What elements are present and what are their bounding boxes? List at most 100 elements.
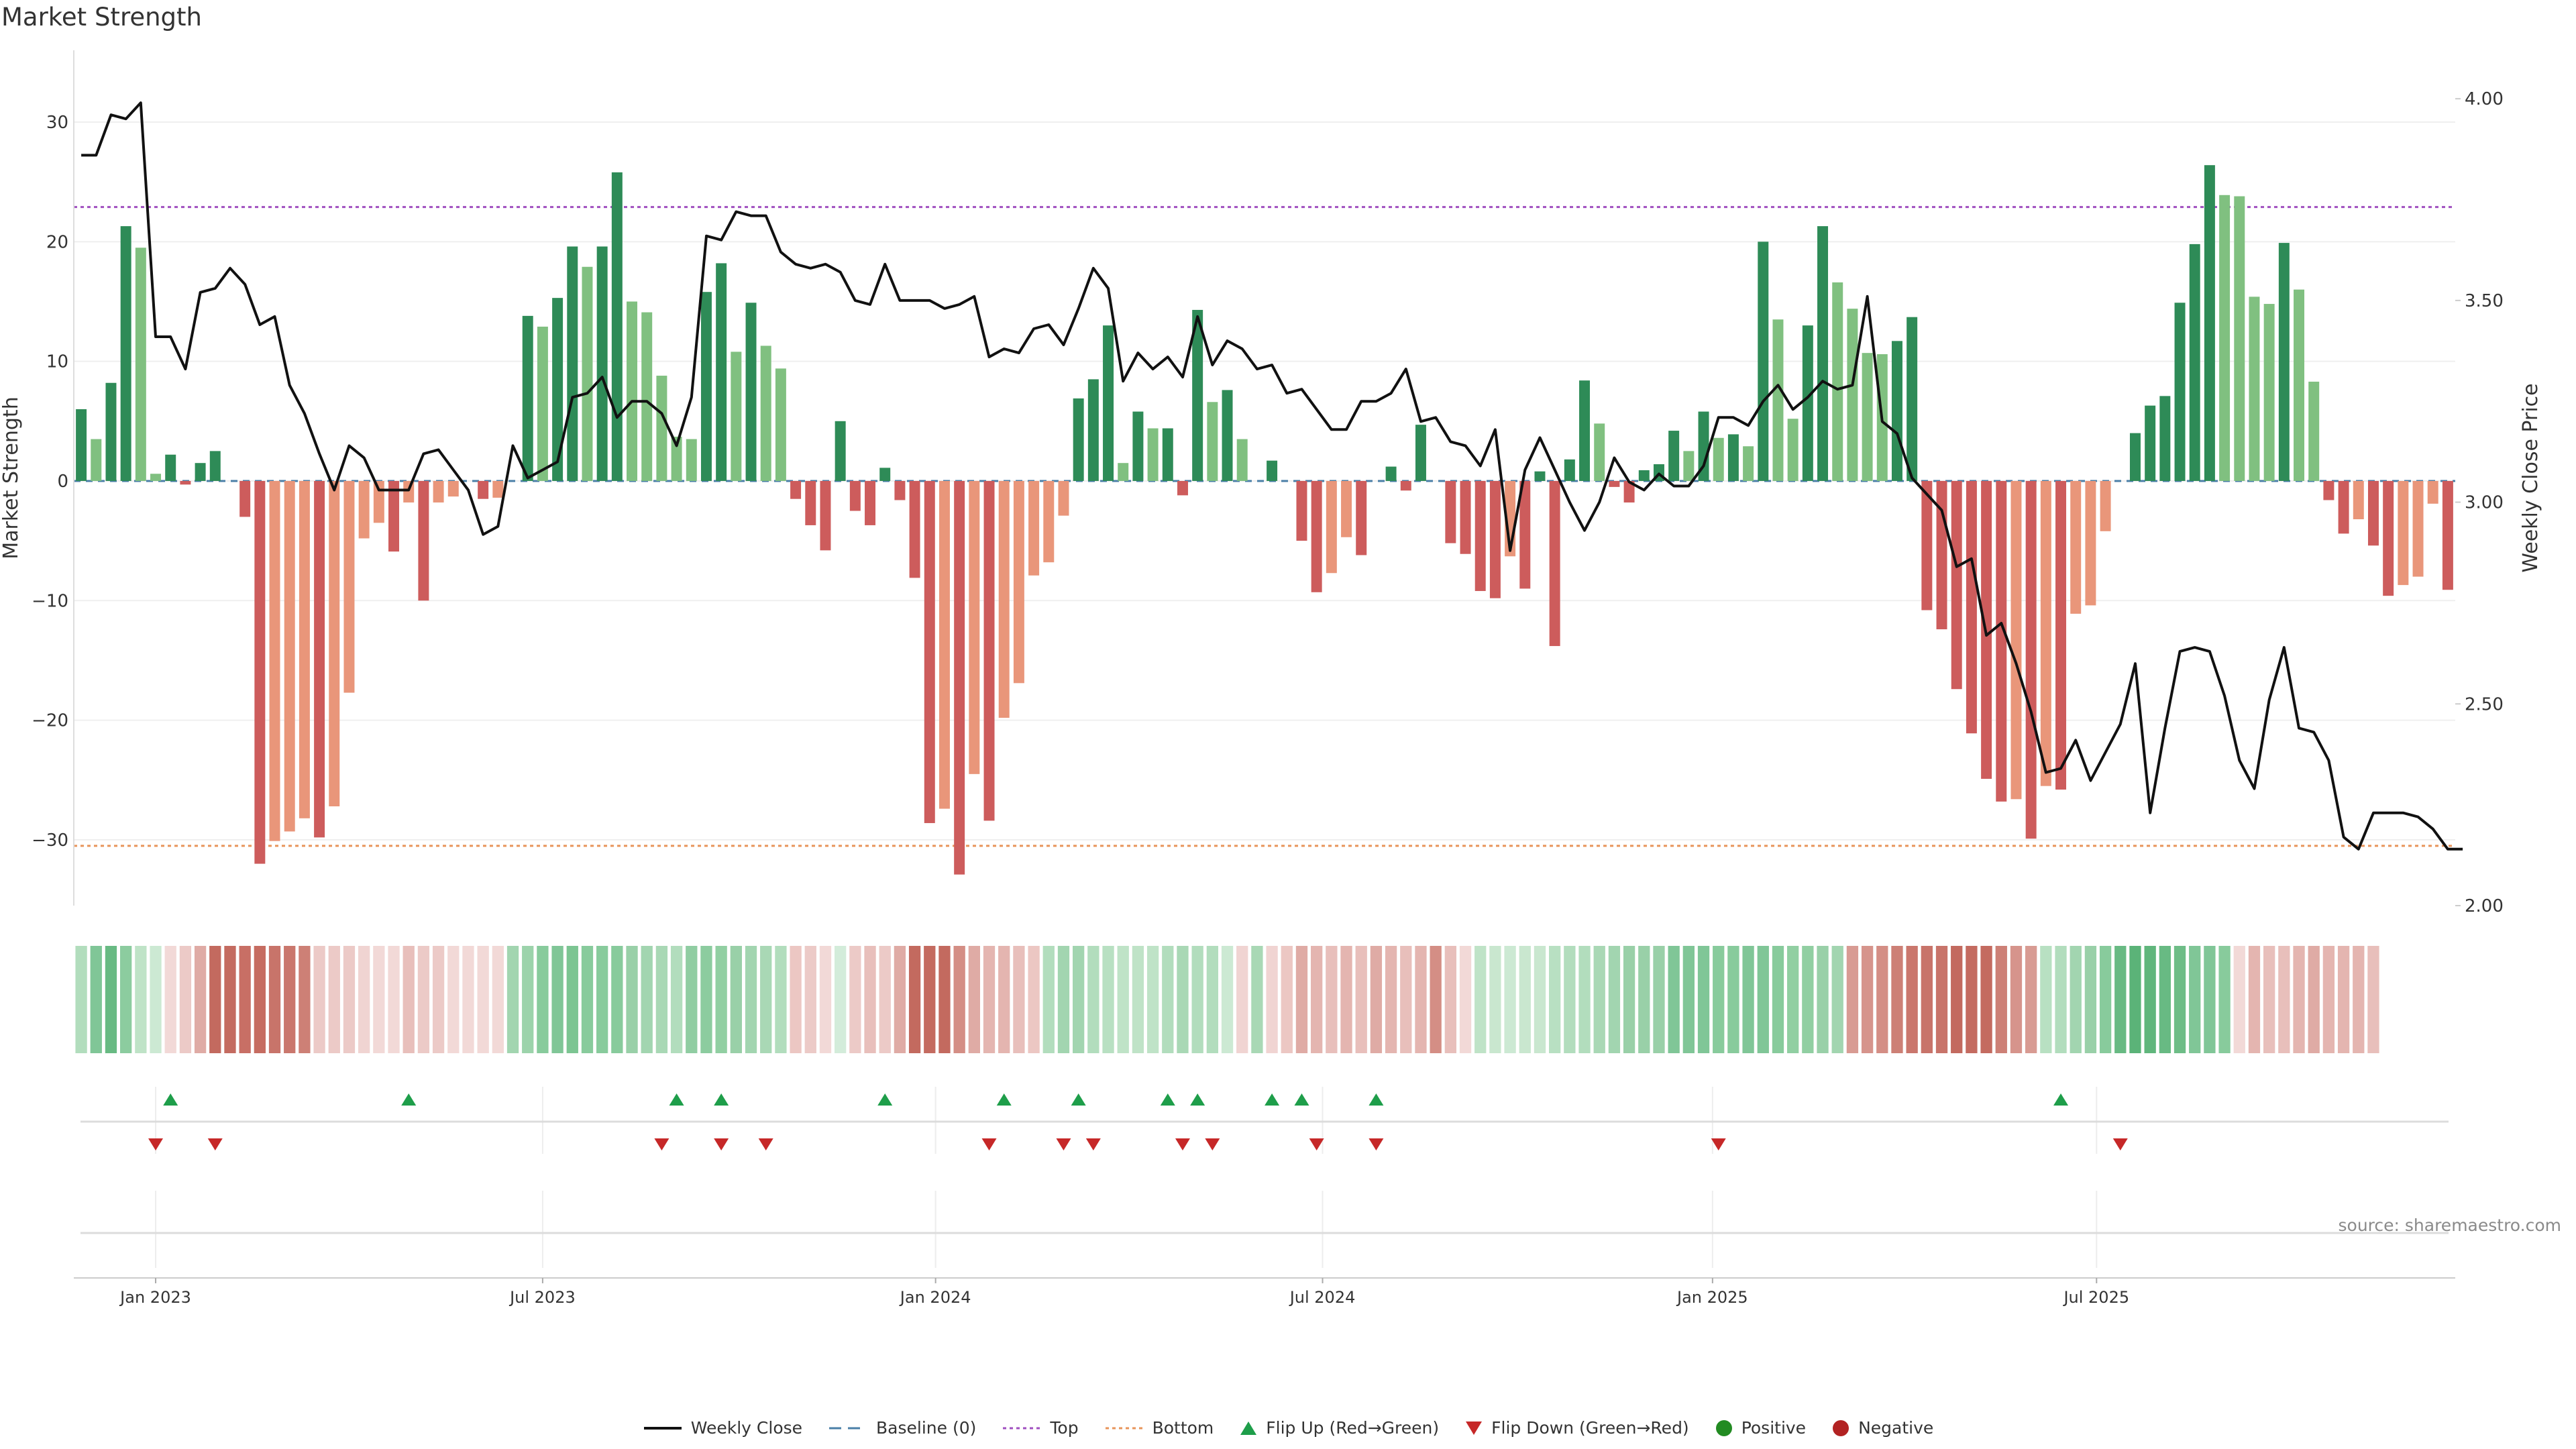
strength-bar: [1772, 319, 1784, 481]
strength-bar: [983, 480, 995, 821]
strength-bar: [1013, 480, 1024, 684]
heat-cell: [1385, 946, 1397, 1053]
legend-label: Baseline (0): [876, 1418, 977, 1438]
heat-cell: [2129, 946, 2141, 1053]
heat-cell: [1935, 946, 1948, 1053]
heat-cell: [730, 946, 742, 1053]
y-tick-left: 30: [46, 113, 68, 133]
heat-cell: [804, 946, 816, 1053]
strength-bar: [76, 409, 87, 481]
flip-up-marker: [996, 1093, 1012, 1106]
flip-up-marker: [669, 1093, 684, 1106]
heat-cell: [835, 946, 847, 1053]
y-axis-label-left: Market Strength: [0, 396, 23, 559]
strength-bar: [1311, 480, 1322, 592]
legend-label: Flip Down (Green→Red): [1491, 1418, 1689, 1438]
strength-bar: [388, 480, 400, 552]
heat-cell: [1549, 946, 1561, 1053]
strength-bar: [537, 326, 548, 481]
legend-item-weekly-close: Weekly Close: [643, 1418, 802, 1438]
strength-bar: [1103, 325, 1114, 481]
legend-label: Bottom: [1152, 1418, 1214, 1438]
heat-cell: [1951, 946, 1963, 1053]
heat-cell: [164, 946, 176, 1053]
heat-cell: [924, 946, 936, 1053]
strength-bar: [1713, 437, 1724, 481]
legend-item-baseline: Baseline (0): [828, 1418, 976, 1438]
heat-cell: [1668, 946, 1680, 1053]
heat-cell: [239, 946, 251, 1053]
heat-cell: [2084, 946, 2097, 1053]
flip-down-marker: [714, 1138, 729, 1150]
strength-bar: [998, 480, 1010, 718]
strength-bar: [1192, 309, 1203, 481]
heat-cell: [566, 946, 578, 1053]
strength-bar: [760, 345, 771, 481]
strength-bar: [835, 421, 846, 481]
flip-down-marker: [148, 1138, 164, 1150]
strength-bar: [1177, 480, 1188, 496]
strength-bar: [135, 248, 146, 481]
heat-cell: [1459, 946, 1472, 1053]
heat-cell: [1340, 946, 1352, 1053]
heat-cell: [1042, 946, 1055, 1053]
heat-cell: [328, 946, 340, 1053]
heat-cell: [1593, 946, 1605, 1053]
strength-bar: [1147, 428, 1159, 481]
heat-cell: [1102, 946, 1114, 1053]
strength-bar: [700, 292, 712, 481]
heat-cell: [1295, 946, 1308, 1053]
heat-cell: [1846, 946, 1859, 1053]
flip-down-marker: [207, 1138, 223, 1150]
heat-cell: [775, 946, 787, 1053]
strength-bar: [1847, 309, 1858, 481]
heat-cell: [1995, 946, 2007, 1053]
heat-cell: [2308, 946, 2320, 1053]
strength-bar: [1207, 402, 1218, 481]
strength-bar: [2294, 289, 2305, 481]
flip-down-marker: [981, 1138, 997, 1150]
heat-cell: [105, 946, 117, 1053]
flip-up-marker: [877, 1093, 893, 1106]
heat-cell: [2322, 946, 2335, 1053]
heat-cell: [1966, 946, 1978, 1053]
heat-cell: [1906, 946, 1918, 1053]
flip-down-marker: [1309, 1138, 1324, 1150]
legend-swatch-bottom: [1104, 1421, 1144, 1435]
strength-bar: [924, 480, 935, 823]
strength-bar: [418, 480, 429, 601]
axes: 30 20 10 0 −10 −20 −30 4.00 3.50 3.00 2.50 2.00 Mark…: [0, 50, 2542, 916]
heat-cell: [1430, 946, 1442, 1053]
strength-bar: [2323, 480, 2334, 500]
flip-down-marker: [1711, 1138, 1726, 1150]
strength-bar: [2427, 480, 2438, 504]
heat-cell: [641, 946, 653, 1053]
heat-strip: [75, 946, 2379, 1053]
strength-bar: [120, 226, 131, 481]
heat-cell: [1073, 946, 1085, 1053]
heat-cell: [2099, 946, 2112, 1053]
y-tick-right: 2.50: [2465, 694, 2504, 714]
strength-bar: [1400, 480, 1411, 491]
y-tick-left: 10: [46, 352, 68, 372]
strength-bar: [1415, 425, 1426, 481]
strength-bar: [284, 480, 295, 832]
heat-cell: [2367, 946, 2379, 1053]
strength-bar: [1727, 434, 1739, 481]
strength-bar: [1668, 431, 1680, 481]
y-tick-right: 2.00: [2465, 896, 2504, 916]
strength-bar: [2308, 381, 2320, 481]
strength-bar: [1118, 463, 1129, 481]
heat-cell: [90, 946, 102, 1053]
strength-bar: [1683, 451, 1695, 481]
strength-bar: [849, 480, 861, 511]
heat-cell: [1921, 946, 1933, 1053]
strength-bar: [1058, 480, 1069, 516]
heat-cell: [373, 946, 385, 1053]
heat-cell: [75, 946, 87, 1053]
flip-up-marker: [1160, 1093, 1175, 1106]
strength-bar: [1445, 480, 1456, 543]
legend-label: Positive: [1741, 1418, 1807, 1438]
strength-bar: [1862, 353, 1873, 481]
flip-up-marker: [2053, 1093, 2069, 1106]
